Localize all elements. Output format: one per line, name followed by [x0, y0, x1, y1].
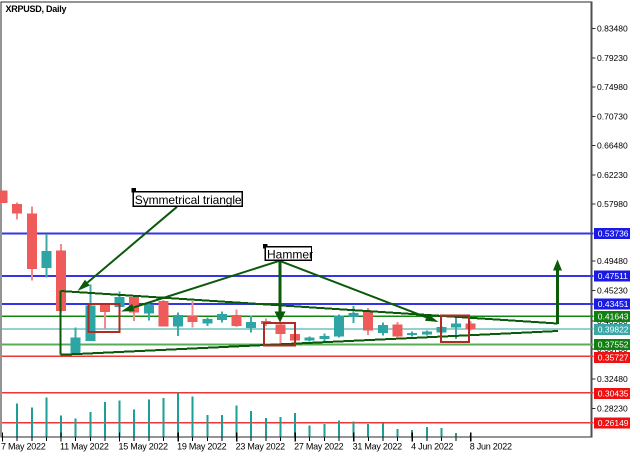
svg-text:11 May 2022: 11 May 2022	[60, 442, 109, 452]
svg-text:0.79230: 0.79230	[597, 53, 628, 63]
svg-text:0.74980: 0.74980	[597, 82, 628, 92]
svg-text:31 May 2022: 31 May 2022	[353, 442, 403, 452]
svg-text:27 May 2022: 27 May 2022	[294, 442, 344, 452]
svg-text:0.37552: 0.37552	[598, 340, 629, 350]
svg-text:0.47511: 0.47511	[598, 271, 628, 281]
svg-text:0.28230: 0.28230	[597, 403, 628, 413]
svg-text:4 Jun 2022: 4 Jun 2022	[411, 442, 453, 452]
svg-text:0.45230: 0.45230	[597, 285, 628, 295]
svg-text:0.26149: 0.26149	[598, 418, 629, 428]
svg-text:0.62230: 0.62230	[597, 170, 628, 180]
svg-text:Symmetrical triangle: Symmetrical triangle	[135, 193, 242, 207]
svg-text:8 Jun 2022: 8 Jun 2022	[470, 442, 512, 452]
svg-text:0.41643: 0.41643	[598, 312, 629, 322]
svg-text:0.70730: 0.70730	[597, 111, 628, 121]
svg-text:0.35727: 0.35727	[598, 352, 629, 362]
svg-text:7 May 2022: 7 May 2022	[1, 442, 46, 452]
svg-text:0.43451: 0.43451	[598, 299, 629, 309]
svg-text:23 May 2022: 23 May 2022	[236, 442, 286, 452]
svg-text:0.49480: 0.49480	[597, 256, 628, 266]
svg-text:0.66480: 0.66480	[597, 141, 628, 151]
svg-text:Hammer: Hammer	[267, 247, 313, 261]
svg-text:0.83480: 0.83480	[597, 24, 628, 34]
svg-text:0.32480: 0.32480	[597, 374, 628, 384]
svg-text:0.39822: 0.39822	[598, 325, 629, 335]
svg-text:15 May 2022: 15 May 2022	[119, 442, 169, 452]
svg-text:0.57980: 0.57980	[597, 199, 628, 209]
svg-text:0.53736: 0.53736	[598, 229, 629, 239]
svg-text:XRPUSD, Daily: XRPUSD, Daily	[6, 4, 67, 14]
svg-text:19 May 2022: 19 May 2022	[177, 442, 227, 452]
svg-text:0.30435: 0.30435	[598, 388, 629, 398]
